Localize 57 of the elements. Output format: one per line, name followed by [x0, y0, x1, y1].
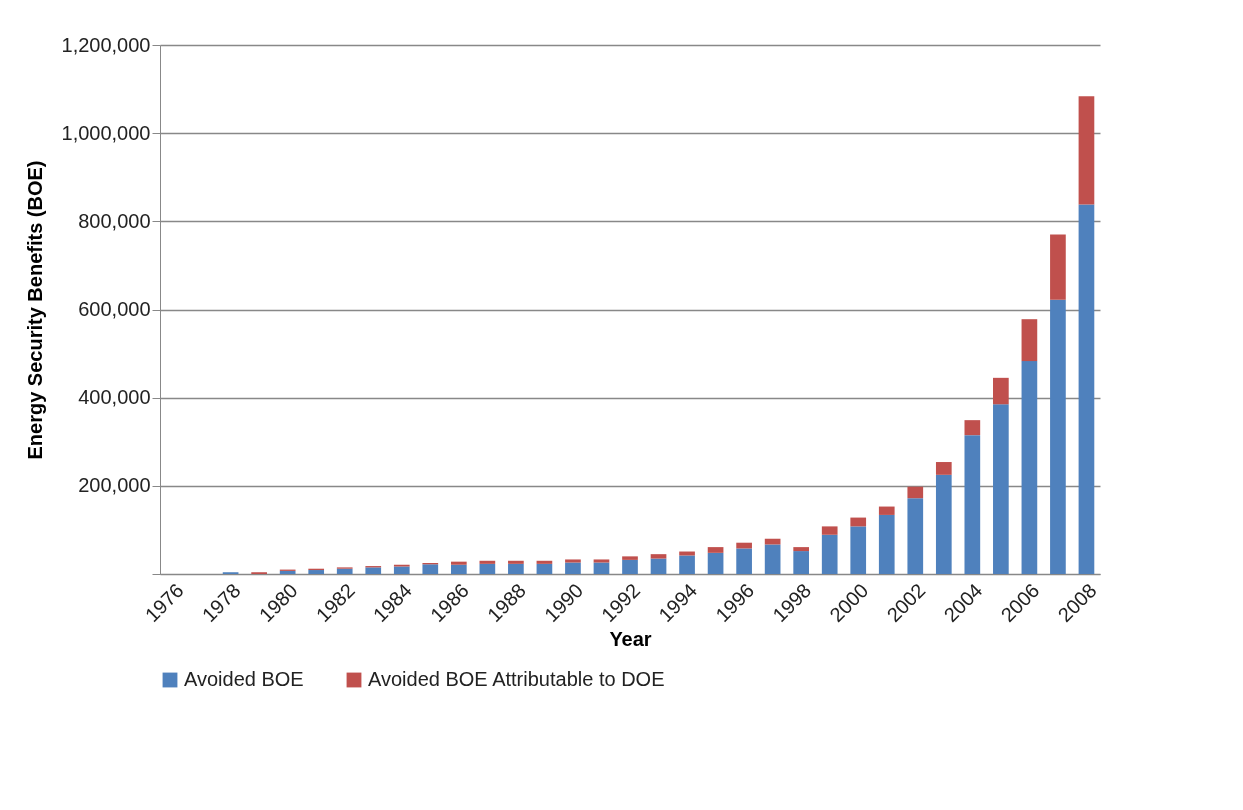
y-tick-label: 600,000 — [78, 298, 151, 320]
bar — [508, 563, 524, 574]
bar — [536, 560, 553, 564]
y-tick-label: 1,000,000 — [61, 121, 151, 144]
bar — [450, 564, 467, 574]
y-axis-title: Energy Security Benefits (BOE) — [23, 160, 46, 460]
bar — [707, 552, 724, 574]
y-tick-label: 400,000 — [78, 386, 151, 409]
bar — [707, 547, 724, 553]
bar — [964, 420, 981, 436]
bar — [622, 559, 638, 574]
bar — [393, 566, 410, 574]
bar — [935, 462, 952, 475]
legend-label: Avoided BOE — [184, 668, 304, 690]
bar — [593, 559, 610, 563]
bar — [365, 567, 382, 574]
bar — [593, 562, 610, 574]
legend-label: Avoided BOE Attributable to DOE — [368, 668, 665, 690]
bar — [650, 558, 667, 574]
bar — [1021, 361, 1038, 574]
y-tick-label: 1,200,000 — [61, 33, 151, 56]
bar — [336, 568, 353, 574]
bar — [536, 563, 553, 574]
bar — [736, 548, 752, 574]
bar — [1021, 319, 1038, 362]
bar — [850, 526, 867, 574]
bar — [565, 559, 581, 563]
bar — [650, 554, 667, 559]
bar — [821, 534, 838, 574]
bar — [764, 544, 781, 574]
bar — [793, 547, 810, 552]
bar — [793, 551, 810, 574]
bar — [878, 514, 895, 574]
bar — [508, 560, 524, 564]
bar — [964, 435, 981, 574]
bar — [993, 404, 1009, 574]
bar — [907, 486, 924, 499]
bar — [993, 377, 1009, 405]
bar — [622, 556, 638, 560]
bar — [679, 555, 695, 574]
y-tick-label: 200,000 — [78, 474, 151, 497]
bar — [1078, 96, 1095, 205]
bar — [1078, 204, 1095, 574]
bar — [1050, 234, 1066, 300]
bar — [935, 474, 952, 574]
bar — [479, 563, 496, 574]
bar — [450, 561, 467, 565]
bar — [565, 562, 581, 574]
bar — [907, 498, 924, 574]
bar — [850, 517, 867, 527]
bar — [479, 560, 496, 564]
bar — [878, 506, 895, 515]
bar — [422, 564, 439, 574]
y-tick-label: 800,000 — [78, 209, 151, 232]
bar — [1050, 299, 1066, 574]
bar — [821, 526, 838, 535]
x-axis-title: Year — [609, 628, 652, 651]
